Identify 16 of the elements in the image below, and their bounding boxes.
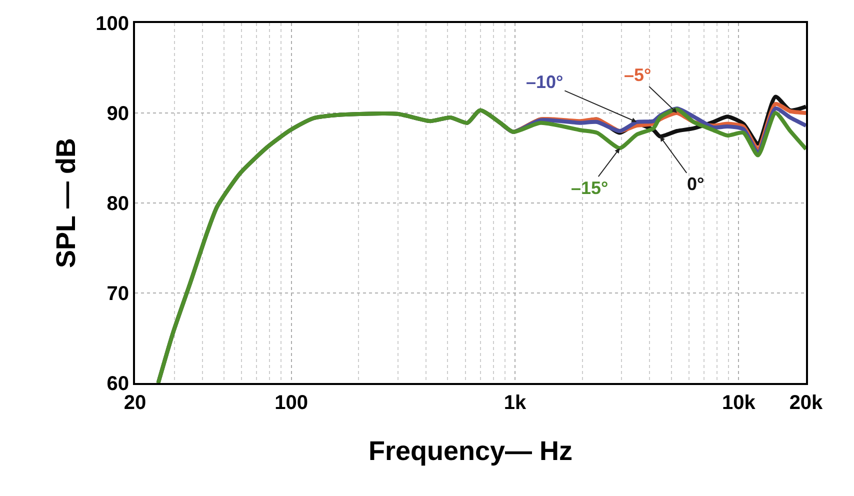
x-tick-label: 10k <box>722 392 756 414</box>
y-tick-label: 90 <box>106 103 129 125</box>
annotation: 0° <box>687 174 704 194</box>
x-tick-label: 20k <box>789 392 824 414</box>
annotation: –10° <box>526 72 564 92</box>
x-axis-title: Frequency— Hz <box>368 436 573 466</box>
annotation: –15° <box>571 178 608 198</box>
y-tick-label: 100 <box>96 13 129 35</box>
x-tick-label: 100 <box>274 392 308 414</box>
x-tick-label: 1k <box>504 392 527 414</box>
y-tick-label: 70 <box>106 283 129 305</box>
x-tick-label: 20 <box>124 392 146 414</box>
y-tick-label: 60 <box>106 373 129 395</box>
y-axis-title: SPL — dB <box>51 138 82 268</box>
y-tick-label: 80 <box>106 193 129 215</box>
annotation: –5° <box>624 65 652 85</box>
